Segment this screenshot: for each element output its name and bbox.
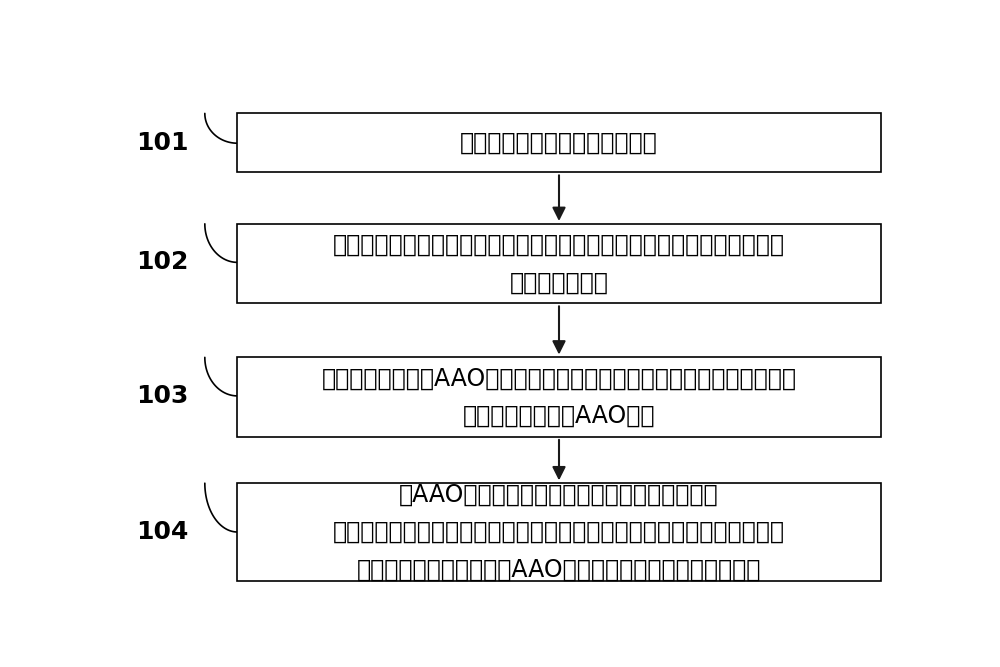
Bar [237,113,881,173]
Bar [237,358,881,437]
Text: 101: 101 [136,131,188,155]
Bar [237,483,881,581]
Bar [237,224,881,303]
Text: 102: 102 [136,250,188,274]
Text: 将核壳结构沉积在AAO模板中的纳米孔洞阵列中，得到在纳米孔洞中沉积
有多层核壳结构的AAO模板: 将核壳结构沉积在AAO模板中的纳米孔洞阵列中，得到在纳米孔洞中沉积 有多层核壳结… [322,367,796,428]
Text: 104: 104 [136,520,188,544]
Text: 对AAO模板上的区域进行划分得到多个不同区域
，所述多个不同区域的每一个区域分别用于进行表面增强拉曼散射检测，
从而利用一次制备得到的AAO模板进行多次表面增强: 对AAO模板上的区域进行划分得到多个不同区域 ，所述多个不同区域的每一个区域分别… [333,483,785,582]
Text: 基于所述银胶溶液制备以银纳米颗粒为核的包覆透明且绝缘的二氧化硅壳
的核壳结构溶液: 基于所述银胶溶液制备以银纳米颗粒为核的包覆透明且绝缘的二氧化硅壳 的核壳结构溶液 [333,233,785,294]
Text: 利用化学熬制方法制备银胶溶液: 利用化学熬制方法制备银胶溶液 [460,131,658,155]
Text: 103: 103 [136,384,188,408]
